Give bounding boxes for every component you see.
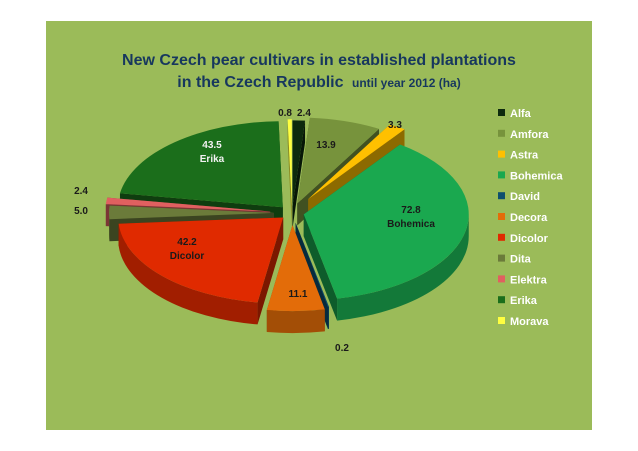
legend-label-david: David (510, 191, 540, 203)
slice-name-label-erika: Erika (200, 154, 225, 165)
slice-alfa (292, 120, 306, 207)
legend-swatch-decora (498, 213, 505, 220)
value-label-dicolor: 42.2 (177, 237, 197, 248)
slice-amfora (297, 117, 380, 204)
legend-label-astra: Astra (510, 150, 539, 162)
slice-cut-morava-0 (287, 119, 292, 228)
legend-label-elektra: Elektra (510, 274, 548, 286)
legend-swatch-elektra (498, 275, 505, 283)
legend-label-bohemica: Bohemica (510, 170, 563, 182)
pie-chart: New Czech pear cultivars in established … (74, 52, 563, 354)
legend-label-amfora: Amfora (510, 129, 549, 141)
slice-cut-alfa-1 (292, 120, 306, 229)
slice-name-label-bohemica: Bohemica (387, 219, 435, 230)
slice-name-label-dicolor: Dicolor (170, 251, 205, 262)
slice-side-dicolor (118, 223, 258, 325)
value-label-bohemica: 72.8 (401, 205, 421, 216)
value-label-david: 0.2 (335, 343, 349, 354)
legend-label-erika: Erika (510, 295, 538, 307)
slice-bohemica (303, 144, 469, 299)
legend-label-alfa: Alfa (510, 108, 532, 120)
pie-labels: 2.4 13.9 3.3 72.8 Bohemica 0.2 11.1 42.2 Dicolor… (74, 108, 435, 354)
legend-swatch-dita (498, 254, 505, 262)
slice-dita (109, 205, 275, 220)
slice-cut-dicolor-0 (257, 217, 284, 325)
legend-label-dita: Dita (510, 254, 532, 266)
slice-side-david (327, 306, 329, 330)
value-label-alfa: 2.4 (297, 108, 311, 119)
pie-tops (105, 117, 469, 312)
value-label-elektra: 2.4 (74, 186, 88, 197)
chart-panel: New Czech pear cultivars in established … (46, 21, 592, 430)
value-label-dita: 5.0 (74, 206, 88, 217)
legend: Alfa Amfora Astra Bohemica David Decora Dicolo… (498, 108, 563, 328)
slice-david (295, 222, 329, 308)
legend-swatch-astra (498, 150, 505, 158)
chart-title-line2-rest: until year 2012 (ha) (352, 76, 461, 90)
legend-swatch-amfora (498, 129, 505, 137)
chart-title-line1: New Czech pear cultivars in established … (122, 52, 516, 69)
legend-label-morava: Morava (510, 316, 549, 328)
slice-decora (266, 225, 325, 312)
legend-swatch-dicolor (498, 233, 505, 241)
value-label-erika: 43.5 (202, 140, 222, 151)
legend-swatch-erika (498, 296, 505, 304)
slice-dicolor (118, 217, 284, 303)
chart-title-line2: in the Czech Republic until year 2012 (h… (177, 74, 460, 91)
slice-elektra (105, 197, 271, 212)
legend-label-dicolor: Dicolor (510, 233, 549, 245)
legend-swatch-morava (498, 317, 505, 324)
value-label-morava: 0.8 (278, 108, 292, 119)
slice-side-bohemica (337, 214, 469, 321)
legend-swatch-david (498, 192, 505, 200)
slice-cut-bohemica-1 (303, 214, 338, 321)
slice-erika (119, 121, 283, 208)
value-label-astra: 3.3 (388, 120, 402, 131)
value-label-amfora: 13.9 (316, 140, 336, 151)
slice-morava (287, 119, 292, 206)
legend-swatch-alfa (498, 109, 505, 116)
value-label-decora: 11.1 (289, 289, 308, 300)
legend-swatch-bohemica (498, 171, 505, 179)
legend-label-decora: Decora (510, 212, 548, 224)
chart-title-line2-bold: in the Czech Republic (177, 74, 343, 91)
slice-side-decora (266, 309, 325, 334)
slice-astra (308, 124, 405, 200)
